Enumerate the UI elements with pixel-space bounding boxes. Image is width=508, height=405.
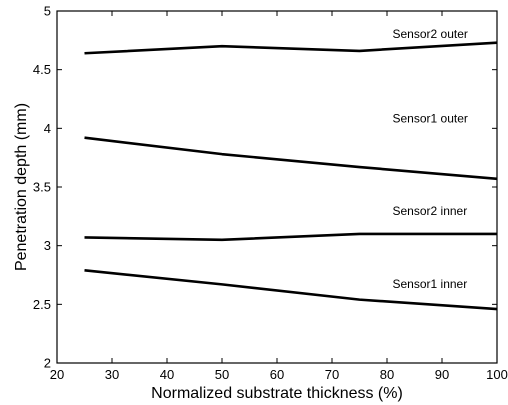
y-tick-label: 2 [44,356,51,371]
series-line-sensor2-outer [84,41,498,55]
series-line-sensor1-inner [84,269,498,311]
series-lines [84,41,498,311]
y-axis-label: Penetration depth (mm) [13,103,30,271]
y-tick-label: 4 [44,121,51,136]
x-tick-label: 80 [380,367,394,382]
series-annotation: Sensor2 inner [393,204,468,218]
series-line-sensor2-inner [84,232,497,242]
series-annotation: Sensor2 outer [393,27,468,41]
x-tick-label: 100 [486,367,508,382]
y-tick-label: 2.5 [33,297,51,312]
plot-frame [56,10,498,364]
series-annotation: Sensor1 outer [393,111,468,125]
x-axis-label: Normalized substrate thickness (%) [151,385,403,402]
x-tick-label: 50 [215,367,229,382]
y-tick-label: 4.5 [33,62,51,77]
plot-area-border [56,10,498,364]
x-tick-label: 70 [325,367,339,382]
y-tick-label: 3.5 [33,180,51,195]
series-annotation: Sensor1 inner [393,277,468,291]
x-tick-label: 40 [160,367,174,382]
x-axis-ticks: 20 30 40 50 60 70 80 90 100 [50,11,508,382]
x-tick-label: 20 [50,367,64,382]
y-axis-ticks: 2 2.5 3 3.5 4 4.5 5 [33,4,497,371]
y-tick-label: 3 [44,238,51,253]
x-tick-label: 90 [435,367,449,382]
x-tick-label: 30 [105,367,119,382]
x-tick-label: 60 [270,367,284,382]
y-tick-label: 5 [44,4,51,19]
series-line-sensor1-outer [84,136,498,181]
series-annotations: Sensor2 outer Sensor1 outer Sensor2 inner S… [393,27,468,291]
